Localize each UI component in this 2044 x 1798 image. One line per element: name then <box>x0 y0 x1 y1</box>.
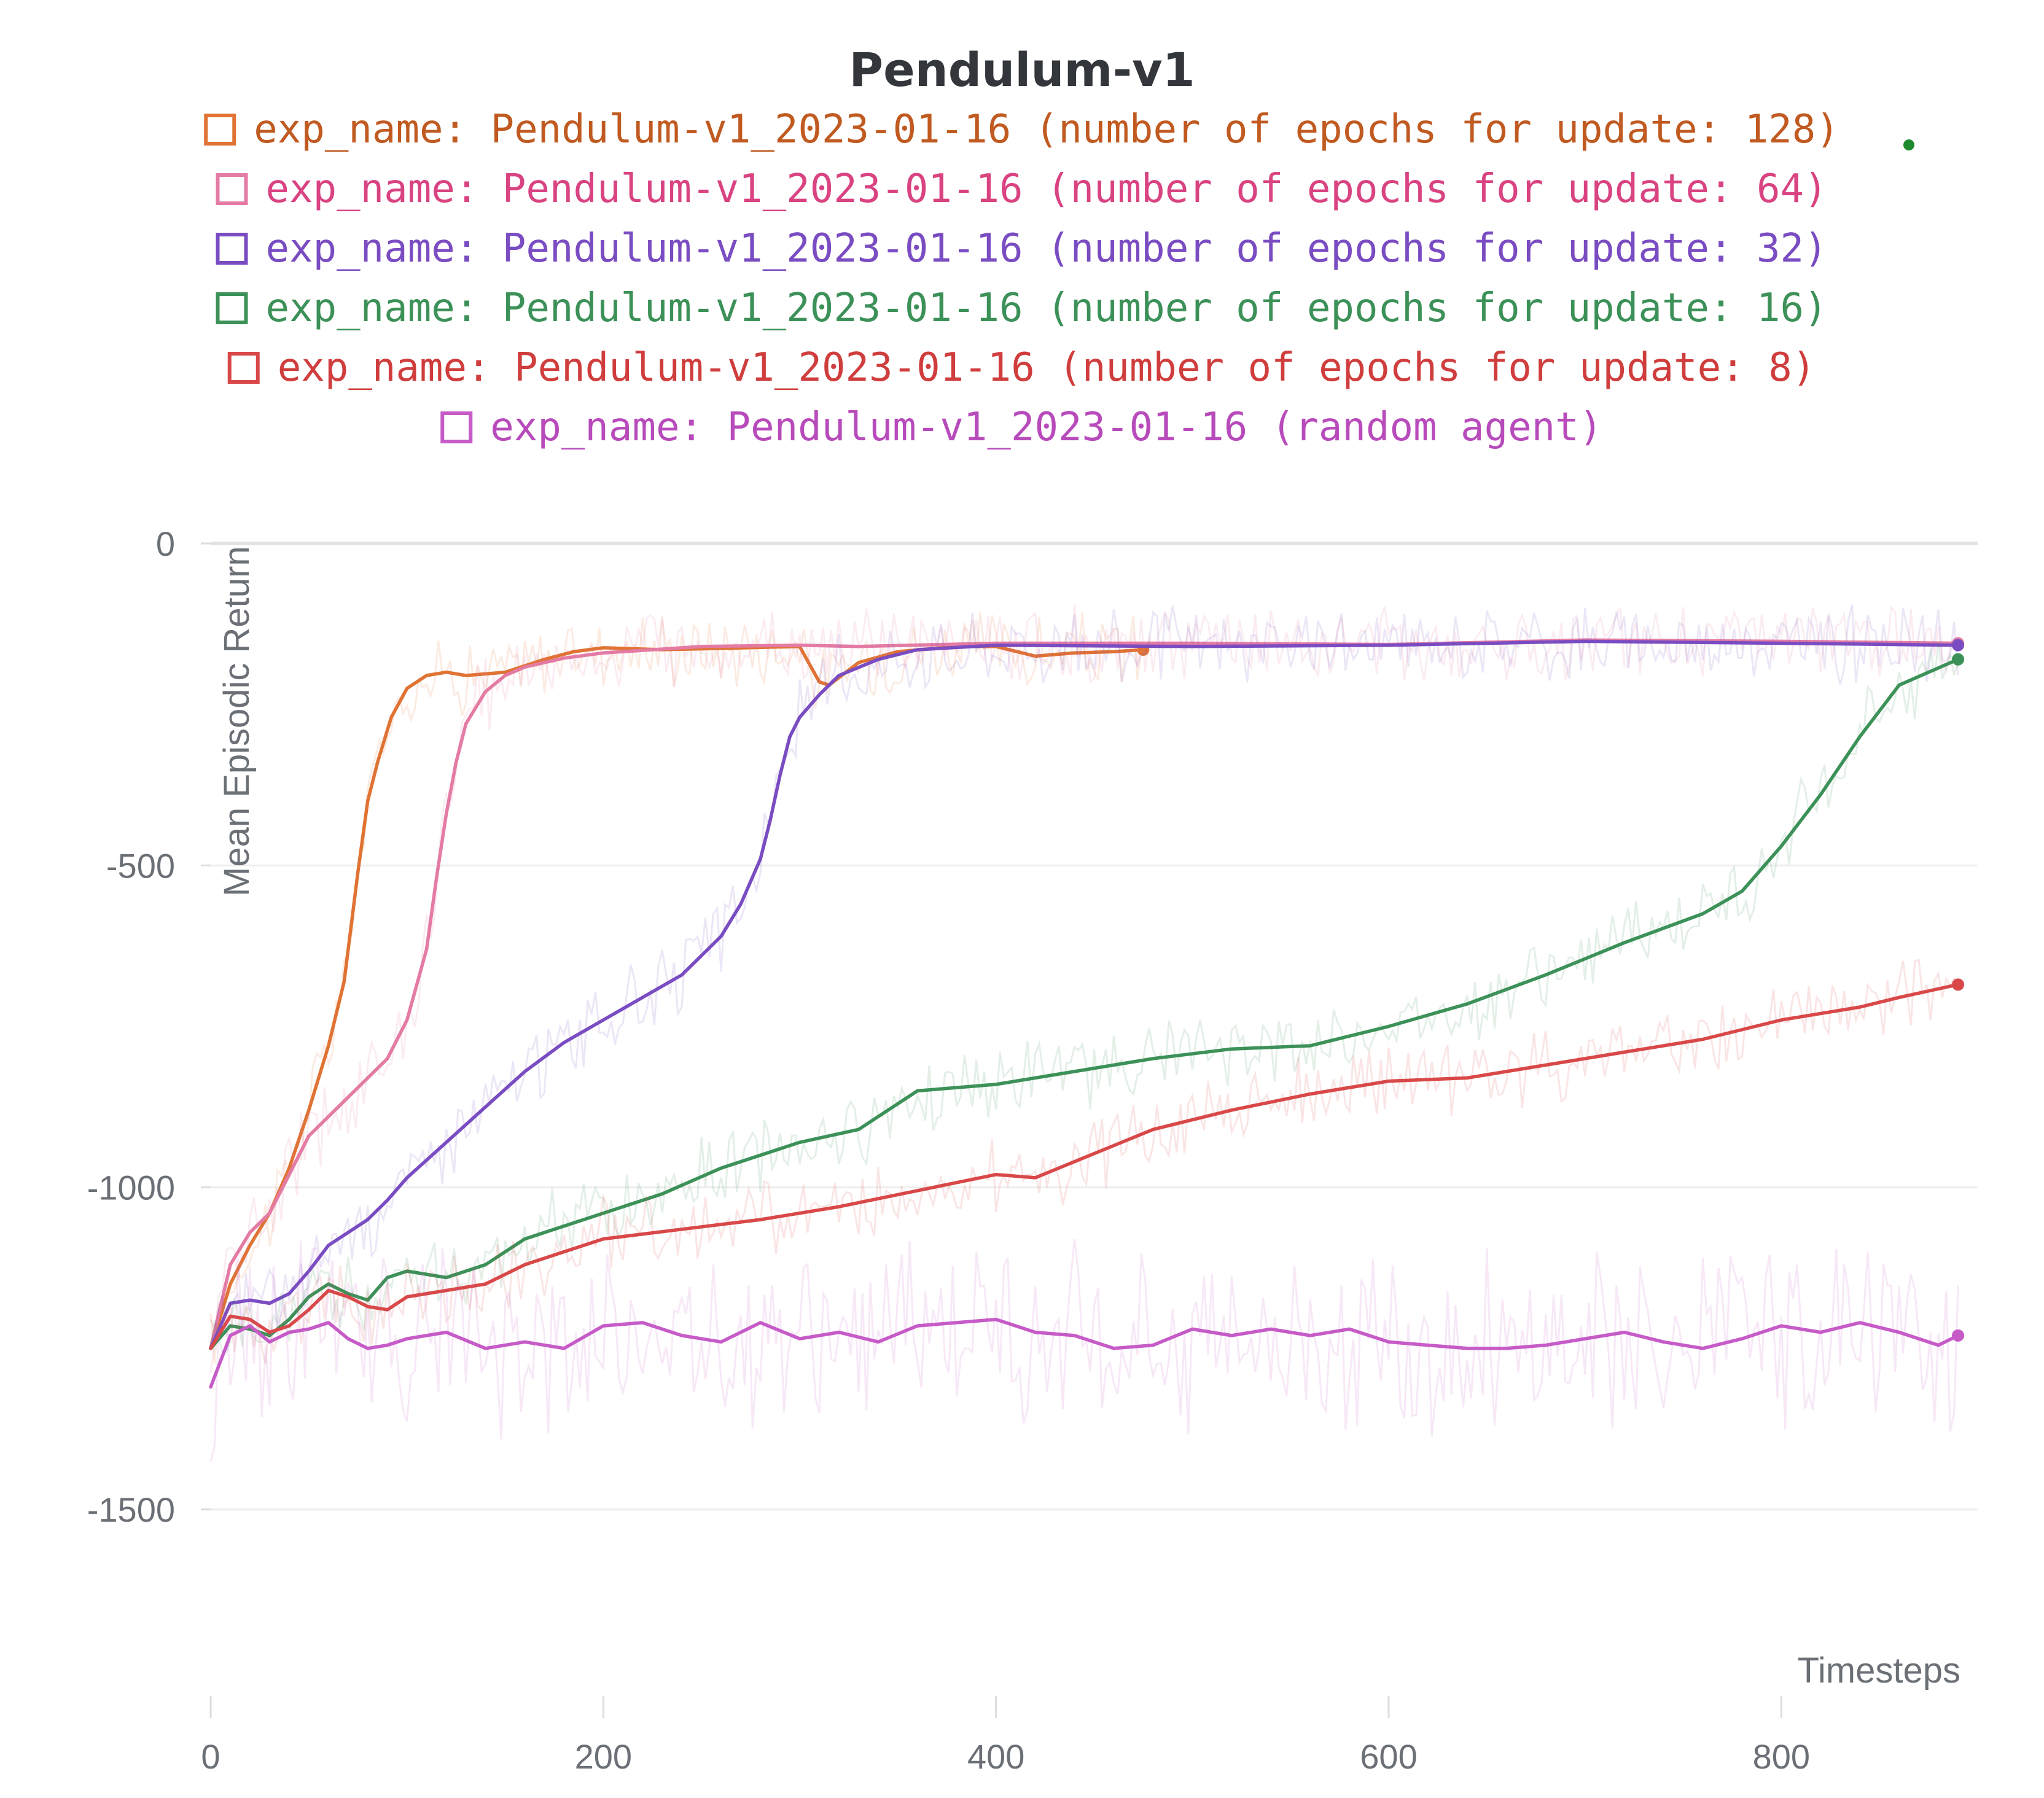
series-line[interactable] <box>209 983 1960 1350</box>
x-tick-label: 200 <box>575 1737 632 1776</box>
series-4 <box>209 642 1965 1353</box>
series-line[interactable] <box>209 639 1960 1350</box>
legend: exp_name: Pendulum-v1_2023-01-16 (number… <box>204 107 1839 450</box>
x-tick-label: 600 <box>1360 1737 1417 1776</box>
chart-title: Pendulum-v1 <box>849 42 1195 97</box>
x-tick-label: 0 <box>201 1737 220 1776</box>
series-line[interactable] <box>209 1317 1960 1389</box>
y-tick-label: -500 <box>106 846 175 885</box>
series-2 <box>209 604 1965 1374</box>
x-tick-label: 400 <box>967 1737 1024 1776</box>
series-end-point[interactable] <box>1952 653 1965 666</box>
x-tick-label: 800 <box>1753 1737 1810 1776</box>
legend-swatch[interactable] <box>216 173 248 205</box>
series-raw-line <box>209 604 1959 1374</box>
series-end-point[interactable] <box>1952 978 1965 991</box>
legend-label[interactable]: exp_name: Pendulum-v1_2023-01-16 (number… <box>266 226 1828 271</box>
legend-label[interactable]: exp_name: Pendulum-v1_2023-01-16 (number… <box>266 286 1828 331</box>
legend-label[interactable]: exp_name: Pendulum-v1_2023-01-16 (number… <box>278 345 1816 391</box>
legend-label[interactable]: exp_name: Pendulum-v1_2023-01-16 (number… <box>254 107 1839 152</box>
y-tick-label: 0 <box>156 524 175 563</box>
legend-scroll-dot[interactable] <box>1903 139 1914 150</box>
series-raw-line <box>209 604 1959 1346</box>
series-raw-line <box>209 642 1959 1353</box>
legend-label[interactable]: exp_name: Pendulum-v1_2023-01-16 (number… <box>266 166 1828 212</box>
series-end-point[interactable] <box>1952 1329 1965 1342</box>
x-axis: 0 200 400 600 800 <box>201 1696 1810 1776</box>
legend-swatch[interactable] <box>227 352 260 384</box>
series-raw-line <box>209 958 1959 1364</box>
series-line[interactable] <box>209 638 1960 1350</box>
y-tick-label: -1000 <box>87 1169 175 1207</box>
legend-swatch[interactable] <box>440 411 473 443</box>
series-raw-line <box>209 1239 1959 1462</box>
y-axis: 0 -500 -1000 -1500 <box>87 524 211 1529</box>
y-axis-label: Mean Episodic Return <box>217 546 257 897</box>
series-end-point[interactable] <box>1952 639 1965 652</box>
y-tick-label: -1500 <box>87 1490 175 1529</box>
grid <box>211 542 1978 1511</box>
series-6 <box>209 1239 1965 1462</box>
x-axis-label: Timesteps <box>1798 1651 1960 1691</box>
legend-swatch[interactable] <box>216 233 248 265</box>
legend-swatch[interactable] <box>204 114 236 146</box>
series-line[interactable] <box>209 658 1960 1350</box>
series-layer <box>209 604 1965 1462</box>
legend-label[interactable]: exp_name: Pendulum-v1_2023-01-16 (random… <box>490 405 1602 450</box>
series-3 <box>209 604 1965 1350</box>
legend-swatch[interactable] <box>216 292 248 324</box>
series-5 <box>209 958 1965 1364</box>
